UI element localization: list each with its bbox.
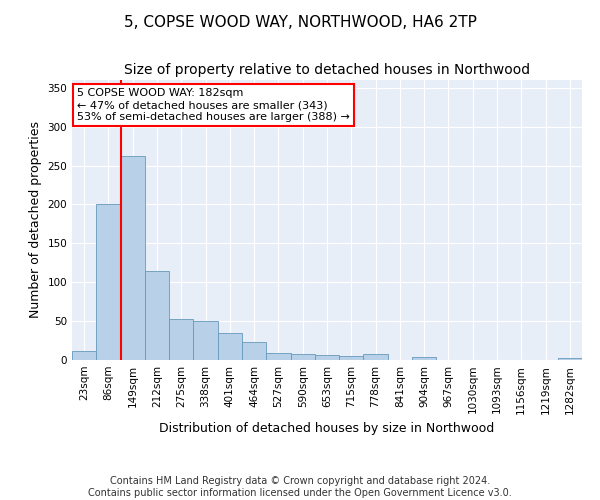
Text: Contains HM Land Registry data © Crown copyright and database right 2024.
Contai: Contains HM Land Registry data © Crown c…	[88, 476, 512, 498]
Bar	[145, 270, 169, 360]
Bar	[72, 352, 96, 360]
Text: 5, COPSE WOOD WAY, NORTHWOOD, HA6 2TP: 5, COPSE WOOD WAY, NORTHWOOD, HA6 2TP	[124, 15, 476, 30]
Bar	[169, 319, 193, 360]
Bar	[96, 204, 121, 360]
Bar	[266, 353, 290, 360]
Y-axis label: Number of detached properties: Number of detached properties	[29, 122, 42, 318]
Bar	[290, 354, 315, 360]
Bar	[412, 357, 436, 360]
Bar	[558, 358, 582, 360]
Text: 5 COPSE WOOD WAY: 182sqm
← 47% of detached houses are smaller (343)
53% of semi-: 5 COPSE WOOD WAY: 182sqm ← 47% of detach…	[77, 88, 350, 122]
Bar	[242, 342, 266, 360]
Bar	[364, 354, 388, 360]
Bar	[121, 156, 145, 360]
X-axis label: Distribution of detached houses by size in Northwood: Distribution of detached houses by size …	[160, 422, 494, 435]
Bar	[339, 356, 364, 360]
Bar	[218, 333, 242, 360]
Title: Size of property relative to detached houses in Northwood: Size of property relative to detached ho…	[124, 64, 530, 78]
Bar	[315, 354, 339, 360]
Bar	[193, 321, 218, 360]
